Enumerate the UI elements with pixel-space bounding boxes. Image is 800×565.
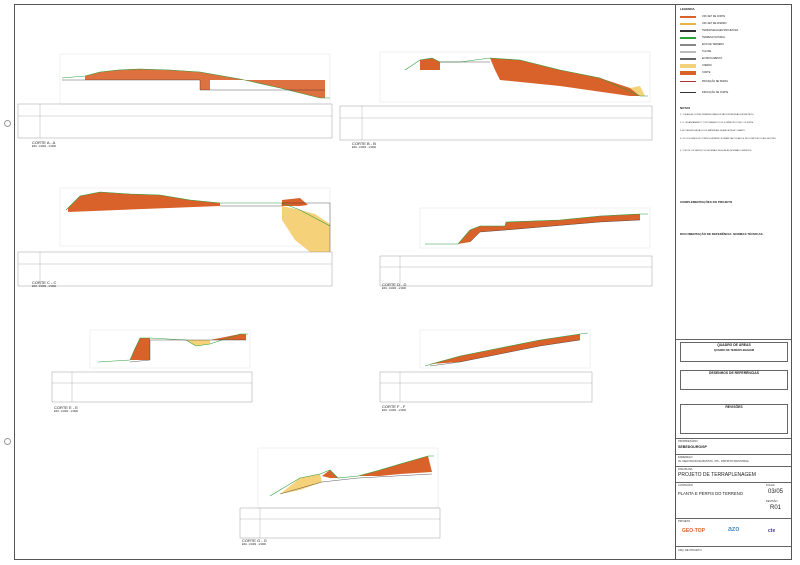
section-title-b: CORTE B - B ESC. 1/1000 - 1/1000: [352, 141, 377, 149]
cut-area: [210, 334, 246, 340]
cut-area: [420, 58, 440, 70]
profile-d: [379, 207, 653, 287]
legend-item: ATERRO: [680, 63, 788, 69]
owner-label: PROPRIETÁRIO: [678, 440, 698, 443]
profile-g: [239, 447, 441, 539]
legend-item: TERRAPLENAGEM PROJETADA: [680, 28, 788, 34]
revisions-table: REVISÕES: [680, 404, 788, 434]
legend-swatch: [680, 44, 696, 46]
cut-area: [85, 69, 325, 98]
legend-swatch: [680, 58, 696, 60]
legend-item: TERRENO NATURAL: [680, 35, 788, 41]
legend-symbol: PROJEÇÃO DE PERFIL: [680, 79, 788, 85]
cut-area: [458, 214, 640, 244]
section-title-g: CORTE G - G ESC. 1/1000 - 1/1000: [242, 538, 267, 546]
title-sidebar: LEGENDA OFF-SET DE CORTE OFF-SET DE ATER…: [675, 4, 792, 560]
note-line: 3. A CLASSIFICAÇÃO DOS MATERIAIS SERÁ FE…: [680, 130, 746, 132]
profile-a: [17, 53, 333, 139]
project-line: [279, 473, 433, 495]
legend-swatch: [680, 37, 696, 39]
address-label: ENDEREÇO: [678, 456, 693, 459]
project-line: [429, 339, 581, 367]
legend-item: OFF-SET DE ATERRO: [680, 21, 788, 27]
profile-e: [51, 329, 253, 403]
natural-ground-line: [61, 68, 330, 99]
binding-hole-mark: [4, 120, 11, 127]
profile-f: [379, 329, 593, 403]
natural-ground-line: [269, 455, 434, 497]
profile-c: [17, 187, 333, 287]
binding-hole-mark: [4, 438, 11, 445]
sheet-label: FOLHA: [766, 484, 775, 487]
design-label: PROJETO: [678, 520, 691, 523]
cut-area: [322, 470, 338, 478]
cut-area: [68, 192, 220, 212]
legend-swatch: [680, 23, 696, 25]
address-value: AV. DELFINO ROSA BATISTA, 375 - DISTRITO…: [678, 460, 750, 463]
profile-projection-icon: [680, 81, 696, 84]
natural-ground-line: [424, 332, 589, 367]
legend-swatch: [680, 64, 696, 68]
references-table: DESENHOS DE REFERÊNCIAS: [680, 370, 788, 390]
normative-title: DOCUMENTAÇÃO DE REFERÊNCIA: NORMAS TÉCNI…: [680, 232, 763, 236]
legend-item: TALUDE: [680, 49, 788, 55]
sheet-number: 03/05: [768, 489, 784, 495]
fill-area: [186, 340, 210, 346]
fill-area: [630, 86, 645, 96]
azo-logo: azo: [728, 526, 740, 533]
legend-item: ENTROCAMENTO: [680, 56, 788, 62]
discipline-value: PROJETO DE TERRAPLENAGEM: [678, 472, 756, 478]
geotop-logo: GEO-TOP: [682, 528, 705, 534]
cut-area: [130, 338, 150, 360]
legend-swatch: [680, 51, 696, 53]
cut-area: [282, 198, 308, 206]
owner-value: SEBEDOURO/SP: [678, 445, 707, 449]
project-line: [129, 339, 246, 363]
fill-area: [280, 474, 322, 494]
footer-label: ARQ. DE PROJETO: [678, 549, 702, 552]
profiles-drawing: [17, 51, 653, 539]
fill-area: [282, 206, 330, 252]
note-line: 1. TODAS AS COTAS DIMENSIONAIS ESTÃO EXP…: [680, 114, 755, 116]
sheet-frame: [14, 4, 792, 560]
natural-ground-line: [404, 57, 648, 97]
cte-logo: cte: [768, 528, 776, 534]
profile-b: [339, 51, 653, 141]
natural-ground-line: [425, 213, 648, 245]
note-line: 2. O LEVANTAMENTO TOPOGRÁFICO FOI FORNEC…: [680, 122, 754, 124]
legend-swatch: [680, 71, 696, 75]
content-label: CONTEÚDO: [678, 484, 693, 487]
legend-swatch: [680, 30, 696, 32]
legend-swatch: [680, 16, 696, 18]
cut-area: [430, 334, 580, 364]
complementary-title: COMPLEMENTAÇÕES DO PROJETO: [680, 200, 733, 204]
note-line: 4. OS VOLUMES DE CORTE E ATERRO FORAM CA…: [680, 138, 777, 140]
notes-title: NOTAS: [680, 106, 691, 110]
note-line: 5. TODOS OS SERVIÇOS DEVERÃO SEGUIR AS N…: [680, 150, 752, 152]
discipline-label: DISCIPLINA: [678, 468, 693, 471]
cut-area: [490, 58, 640, 96]
section-title-c: CORTE C - C ESC. 1/1000 - 1/1000: [32, 280, 57, 288]
section-title-d: CORTE D - D ESC. 1/1000 - 1/1000: [382, 282, 407, 290]
legend-item: CORTE: [680, 70, 788, 76]
project-line: [220, 202, 331, 252]
legend-item: EIXO DE TERRENO: [680, 42, 788, 48]
project-line: [62, 79, 325, 91]
content-value: PLANTA E PERFIS DO TERRENO: [678, 491, 743, 496]
legend-title: LEGENDA: [680, 7, 695, 11]
revision-number: R01: [770, 505, 782, 511]
section-title-a: CORTE A - A ESC. 1/1000 - 1/1000: [32, 140, 57, 148]
areas-table: QUADRO DE ÁREAS QUADRO DE TERRAPLENAGEM: [680, 342, 788, 362]
section-indication-icon: [680, 92, 696, 95]
natural-ground-line: [65, 191, 331, 227]
revision-label: REVISÃO: [766, 500, 778, 503]
section-title-f: CORTE F - F ESC. 1/1000 - 1/1000: [382, 404, 407, 412]
legend-item: OFF-SET DE CORTE: [680, 14, 788, 20]
project-line: [469, 219, 641, 243]
section-title-e: CORTE E - E ESC. 1/1000 - 1/1000: [54, 405, 79, 413]
legend-symbol: INDICAÇÃO DE CORTE: [680, 90, 788, 96]
